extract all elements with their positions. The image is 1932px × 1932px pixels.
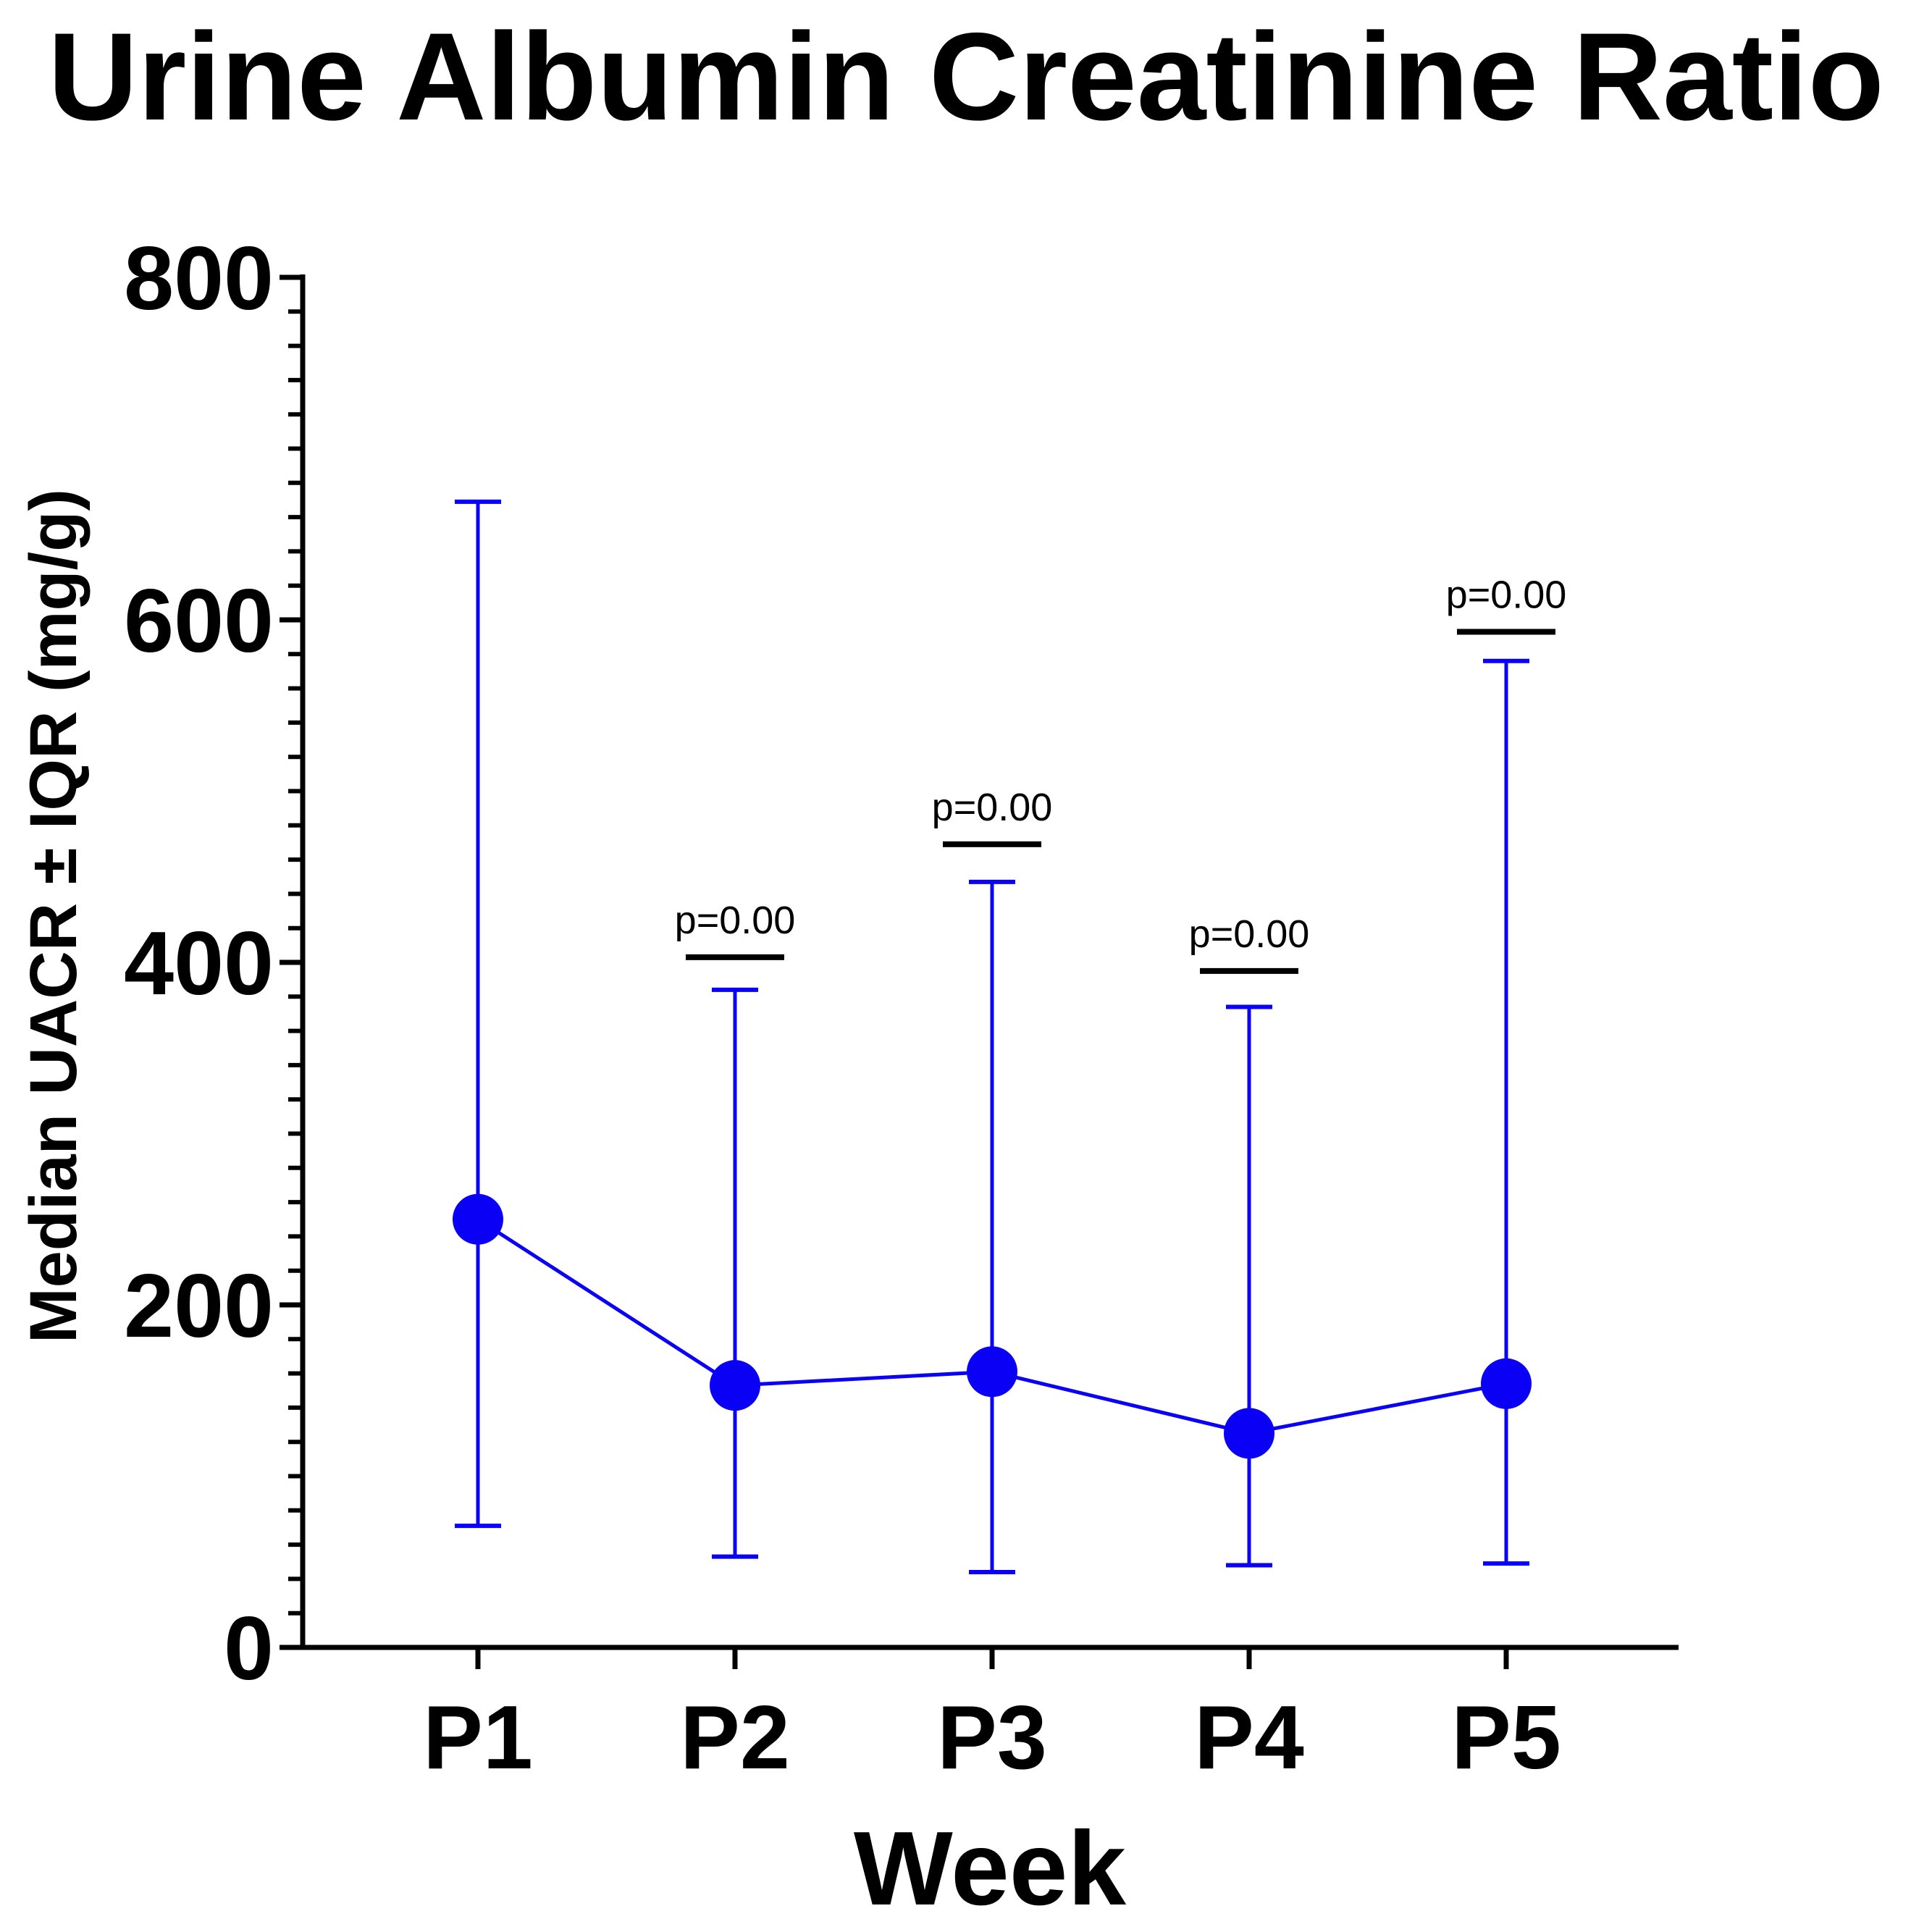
x-tick-label: P4 — [1194, 1688, 1304, 1788]
data-point — [1224, 1408, 1274, 1459]
p-value-label: p=0.00 — [1189, 912, 1310, 956]
y-tick-label: 200 — [124, 1256, 274, 1356]
data-point — [1481, 1358, 1532, 1409]
x-tick-label: P5 — [1451, 1688, 1561, 1788]
x-axis-label: Week — [854, 1810, 1127, 1927]
x-tick-label: P2 — [680, 1688, 790, 1788]
y-tick-label: 0 — [224, 1599, 274, 1699]
chart-title: Urine Albumin Creatinine Ratio — [48, 7, 1884, 146]
p-value-label: p=0.00 — [932, 786, 1053, 829]
x-tick-label: P1 — [423, 1688, 533, 1788]
p-value-label: p=0.00 — [675, 899, 796, 942]
data-point — [453, 1193, 503, 1245]
y-tick-label: 800 — [124, 229, 274, 329]
x-tick-label: P3 — [937, 1688, 1047, 1788]
data-point — [710, 1360, 760, 1411]
y-tick-label: 400 — [124, 914, 274, 1014]
p-value-label: p=0.00 — [1446, 574, 1567, 617]
y-axis-label: Median UACR ± IQR (mg/g) — [17, 489, 91, 1343]
plot-area: 0 200 400 600 800 P1 P2 P3 P4 P5 p=0.00 p=0.00 p=0.0… — [124, 229, 1679, 1788]
data-point — [967, 1346, 1017, 1398]
y-tick-label: 600 — [124, 571, 274, 671]
